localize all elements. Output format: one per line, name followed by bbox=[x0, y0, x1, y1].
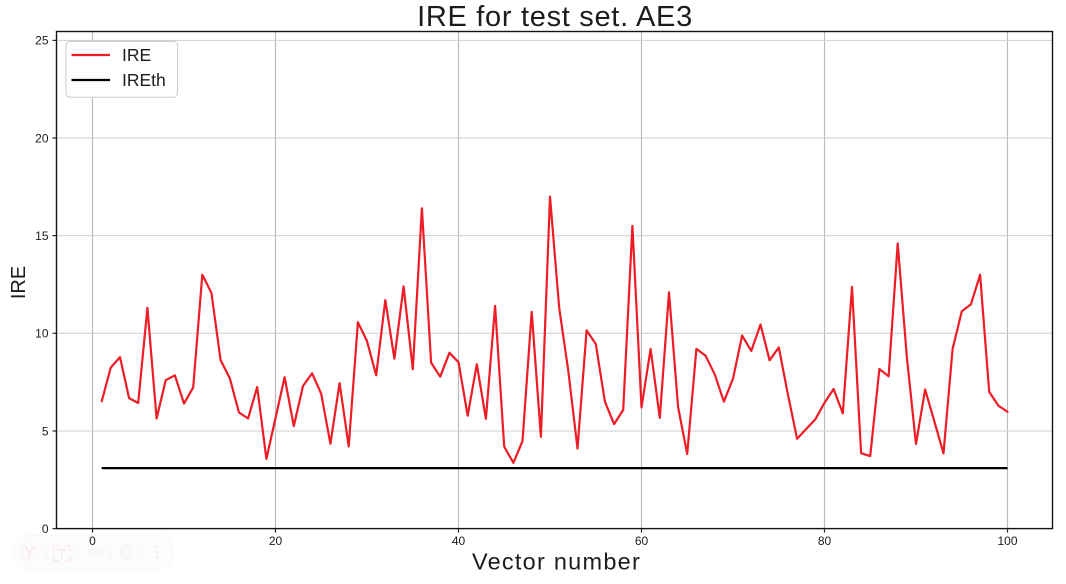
svg-text:40: 40 bbox=[452, 534, 466, 548]
svg-text:80: 80 bbox=[818, 534, 832, 548]
svg-text:10: 10 bbox=[35, 327, 49, 341]
svg-text:20: 20 bbox=[269, 534, 283, 548]
svg-text:5: 5 bbox=[42, 424, 49, 438]
svg-text:IRE: IRE bbox=[8, 266, 30, 299]
svg-text:100: 100 bbox=[997, 534, 1017, 548]
svg-text:Vector number: Vector number bbox=[472, 549, 641, 575]
svg-text:25: 25 bbox=[35, 34, 49, 48]
svg-text:15: 15 bbox=[35, 229, 49, 243]
svg-text:IRE for test set. AE3: IRE for test set. AE3 bbox=[417, 1, 693, 33]
svg-text:0: 0 bbox=[42, 522, 49, 536]
svg-text:0: 0 bbox=[89, 534, 96, 548]
svg-text:IREth: IREth bbox=[122, 70, 166, 90]
svg-text:IRE: IRE bbox=[122, 45, 151, 65]
svg-text:20: 20 bbox=[35, 131, 49, 145]
svg-text:60: 60 bbox=[635, 534, 649, 548]
